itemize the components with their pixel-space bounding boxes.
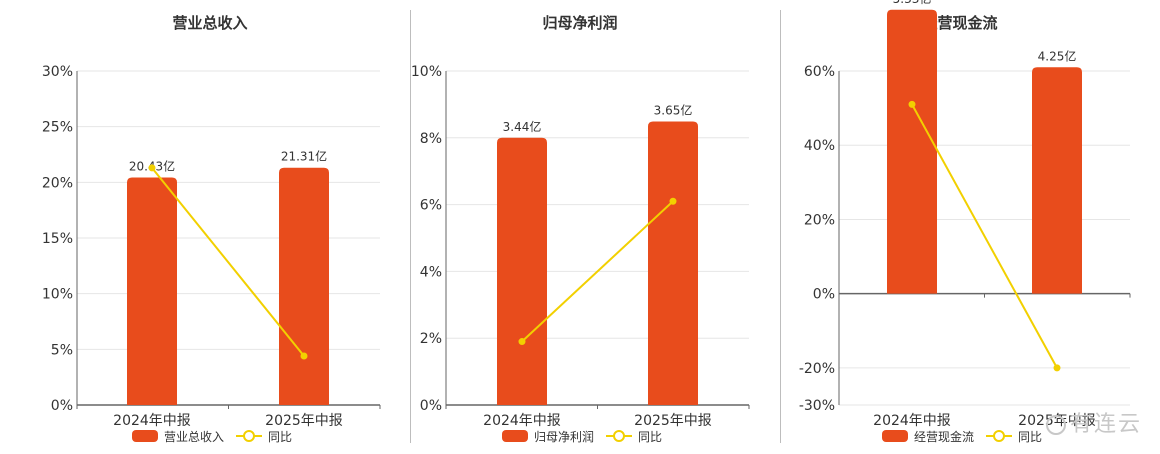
chart-title: 经营现金流	[922, 14, 997, 32]
y-tick-label: 25%	[42, 120, 73, 136]
x-category-label: 2024年中报	[113, 413, 191, 429]
watermark-text: 有连云	[1069, 412, 1142, 437]
y-tick-label: 8%	[420, 131, 442, 147]
y-tick-label: 20%	[42, 175, 73, 191]
bar	[279, 167, 329, 405]
bar-value-label: 21.31亿	[281, 149, 327, 164]
y-tick-label: 0%	[51, 398, 73, 414]
y-tick-label: 6%	[420, 198, 442, 214]
legend-bar-swatch	[882, 430, 908, 442]
bar-value-label: 3.44亿	[503, 119, 542, 134]
chart-title: 归母净利润	[542, 14, 617, 32]
bar	[127, 177, 177, 405]
yoy-line	[151, 167, 305, 357]
yoy-line	[521, 200, 674, 343]
x-category-label: 2024年中报	[483, 413, 561, 429]
chart-panel-net-profit: 归母净利润 0% 2% 4% 6% 8% 10% 3.44亿 3.65亿 2024年中报 2025年…	[370, 0, 775, 450]
chart-net-profit: 归母净利润 0% 2% 4% 6% 8% 10% 3.44亿 3.65亿 2024年中报 2025年…	[411, 14, 750, 444]
y-tick-label: -30%	[799, 398, 835, 414]
x-category-label: 2025年中报	[634, 413, 712, 429]
legend-bar-swatch	[502, 430, 528, 442]
chart-cash-flow: 经营现金流 -30% -20% 0% 20% 40% 60% 5.33亿 4.25亿 2024年中…	[799, 0, 1131, 444]
yoy-point	[908, 100, 916, 108]
y-tick-label: 2%	[420, 331, 442, 347]
watermark: 有连云	[1045, 406, 1142, 438]
legend-line-marker	[243, 430, 255, 442]
x-category-label: 2025年中报	[265, 413, 343, 429]
y-tick-label: 0%	[420, 398, 442, 414]
yoy-point	[1053, 364, 1061, 372]
legend-bar-label: 归母净利润	[534, 430, 594, 444]
chart-title: 营业总收入	[172, 14, 247, 32]
legend-line-marker	[993, 430, 1005, 442]
chart-revenue: 营业总收入0%5%10%15%20%25%30%20.43亿21.31亿2024…	[42, 14, 381, 444]
y-tick-label: 20%	[804, 212, 835, 228]
bar	[887, 9, 937, 294]
legend-bar-swatch	[132, 430, 158, 442]
y-tick-label: 4%	[420, 264, 442, 280]
bar-value-label: 4.25亿	[1038, 48, 1077, 63]
legend-line-label: 同比	[268, 430, 292, 444]
watermark-logo-icon	[1045, 415, 1066, 435]
y-tick-label: 10%	[42, 287, 73, 303]
panel-divider	[410, 10, 411, 443]
panel-divider	[780, 10, 781, 443]
y-tick-label: 10%	[411, 64, 442, 80]
y-tick-label: 0%	[813, 287, 835, 303]
y-tick-label: 30%	[42, 64, 73, 80]
y-tick-label: 5%	[51, 342, 73, 358]
bar-value-label: 5.33亿	[893, 0, 932, 6]
yoy-point	[148, 164, 156, 172]
yoy-point	[669, 197, 677, 205]
legend-line-marker	[613, 430, 625, 442]
legend-bar-label: 经营现金流	[914, 429, 974, 444]
bar	[648, 121, 698, 405]
y-tick-label: 60%	[804, 64, 835, 80]
legend-line-label: 同比	[1018, 430, 1042, 444]
yoy-line	[911, 103, 1058, 369]
bar-value-label: 3.65亿	[654, 102, 693, 117]
y-tick-label: 15%	[42, 231, 73, 247]
chart-panel-cash-flow: 经营现金流 -30% -20% 0% 20% 40% 60% 5.33亿 4.25亿 2024年中…	[755, 0, 1160, 450]
yoy-point	[518, 338, 526, 346]
bar	[1032, 67, 1082, 294]
bar	[497, 137, 547, 406]
yoy-point	[300, 352, 308, 360]
y-tick-label: -20%	[799, 361, 835, 377]
legend-bar-label: 营业总收入	[164, 430, 224, 444]
x-category-label: 2024年中报	[873, 413, 951, 429]
chart-panel-revenue: 营业总收入0%5%10%15%20%25%30%20.43亿21.31亿2024…	[0, 0, 405, 450]
legend-line-label: 同比	[638, 430, 662, 444]
y-tick-label: 40%	[804, 138, 835, 154]
